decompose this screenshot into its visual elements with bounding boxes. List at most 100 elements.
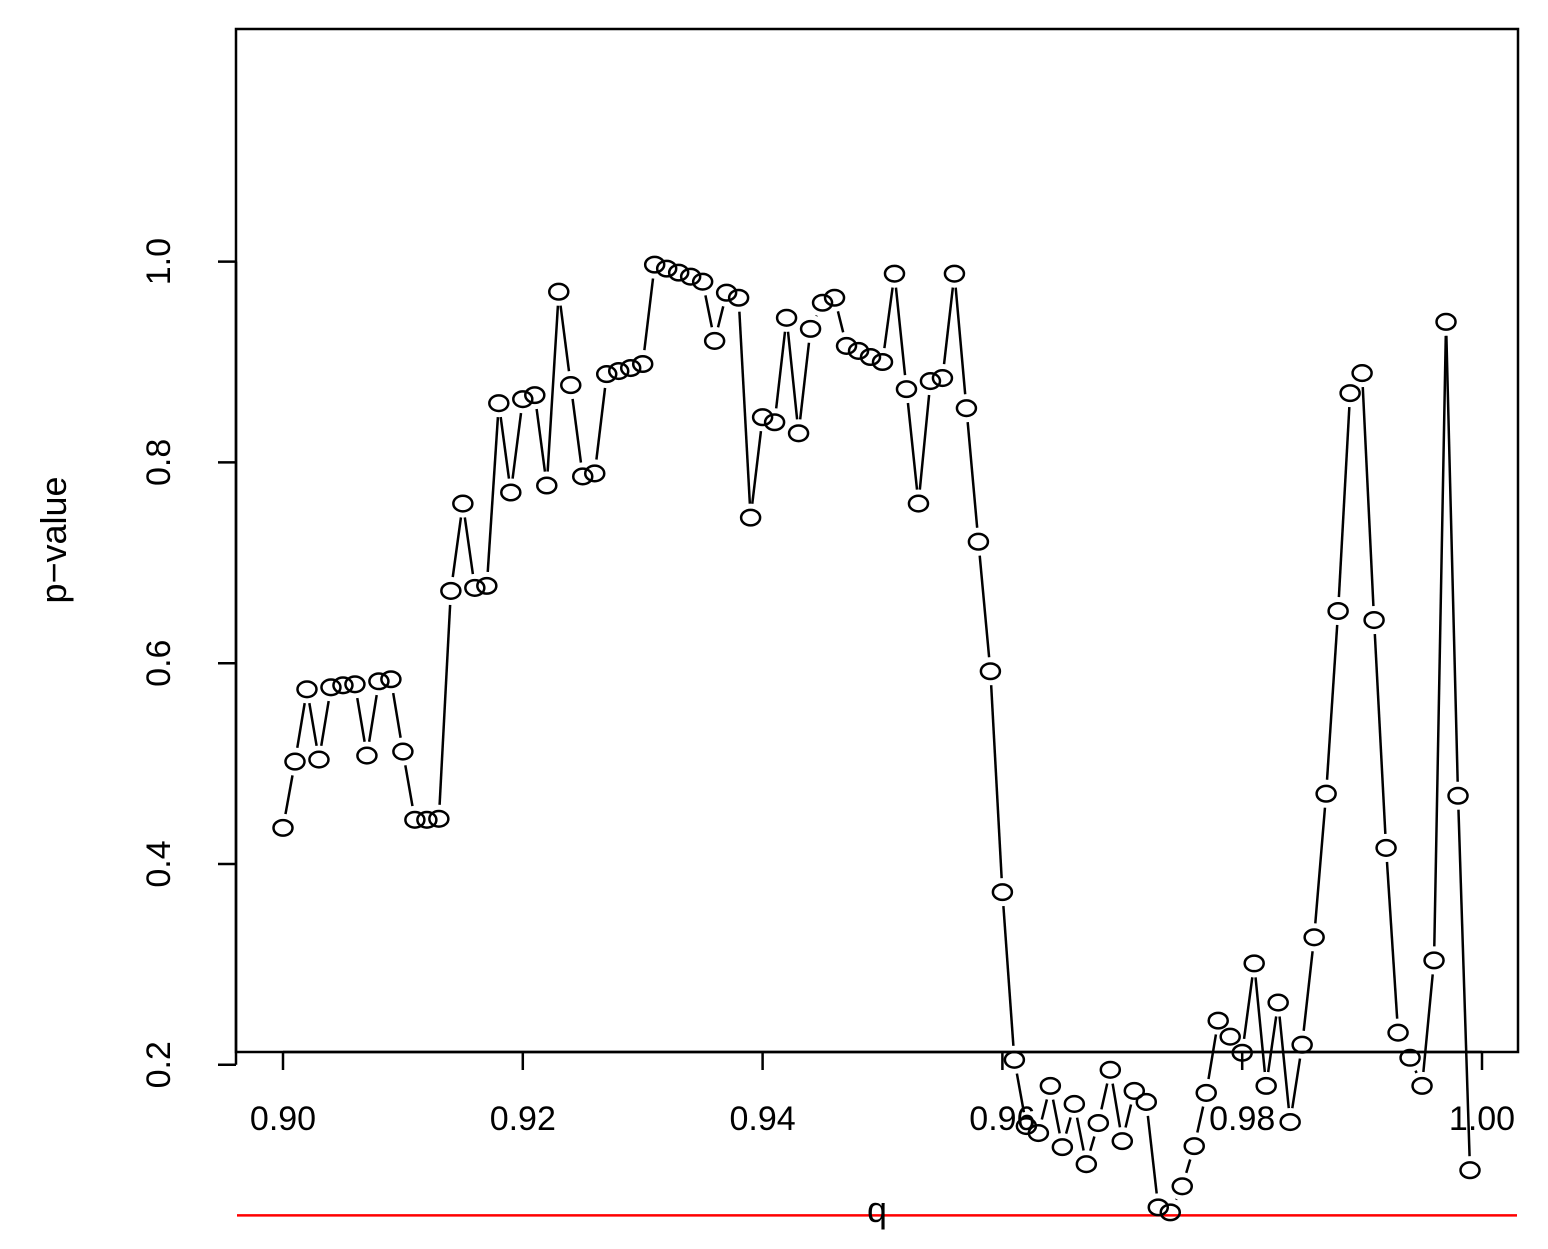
- series-line-segment: [451, 517, 463, 578]
- data-point: [1123, 1081, 1146, 1100]
- data-point: [775, 308, 798, 327]
- data-point: [991, 883, 1014, 902]
- series-line-segment: [716, 306, 725, 328]
- data-point: [631, 354, 654, 374]
- data-point: [691, 272, 714, 291]
- plot-frame: [234, 27, 1520, 1054]
- data-point: [1351, 364, 1373, 383]
- data-point: [715, 283, 738, 302]
- data-point: [619, 358, 642, 378]
- series-line-segment: [966, 422, 979, 528]
- data-point: [440, 581, 462, 600]
- data-point: [703, 331, 726, 350]
- data-point: [955, 399, 978, 418]
- data-point: [1459, 1161, 1481, 1180]
- data-point: [1423, 951, 1445, 970]
- series-line-segment: [296, 702, 306, 748]
- data-point: [679, 267, 702, 286]
- data-point: [320, 678, 342, 697]
- y-tick-label: 1.0: [140, 238, 178, 285]
- series-line-segment: [989, 685, 1003, 879]
- data-point: [1003, 1050, 1026, 1069]
- series-line-segments: [284, 278, 1471, 1201]
- data-point: [536, 476, 558, 495]
- data-point: [931, 369, 954, 388]
- data-point: [1075, 1155, 1098, 1174]
- series-line-segment: [1278, 1016, 1291, 1109]
- series-line-segment: [751, 430, 763, 504]
- series-line-segment: [978, 555, 991, 658]
- data-point: [1327, 601, 1349, 621]
- series-line-segment: [1302, 951, 1314, 1031]
- data-point: [560, 376, 582, 395]
- series-line-segment: [836, 311, 845, 333]
- data-point: [500, 483, 522, 502]
- data-point: [524, 386, 546, 405]
- x-tick-label: 1.00: [1449, 1100, 1515, 1138]
- data-point: [967, 532, 990, 551]
- series-line-segment: [1314, 807, 1327, 924]
- data-point: [1315, 784, 1337, 803]
- data-point: [727, 288, 750, 307]
- data-point: [332, 676, 354, 695]
- series-line-segment: [559, 305, 571, 372]
- data-point: [739, 508, 762, 527]
- data-point: [452, 494, 474, 513]
- data-point: [572, 467, 594, 486]
- data-point: [1447, 786, 1469, 805]
- series-line-segment: [546, 305, 560, 472]
- data-point: [344, 675, 366, 694]
- data-point: [871, 352, 894, 372]
- series-line-segment: [463, 517, 475, 575]
- data-point: [1207, 1011, 1229, 1030]
- data-point: [787, 424, 810, 443]
- series-line-segment: [1040, 1099, 1049, 1120]
- series-line-segment: [942, 287, 955, 365]
- data-point: [548, 282, 570, 301]
- series-line-segment: [1089, 1136, 1096, 1152]
- series-line-segment: [1015, 1073, 1026, 1113]
- data-point: [1087, 1113, 1110, 1133]
- series-line-segment: [704, 295, 714, 328]
- data-point: [667, 263, 690, 282]
- series-line-segment: [595, 387, 607, 460]
- series-line-segment: [356, 697, 366, 742]
- data-point: [763, 413, 786, 432]
- series-line-segment: [894, 287, 907, 376]
- data-point: [464, 578, 486, 597]
- data-point: [1099, 1060, 1122, 1079]
- series-line-segment: [883, 287, 894, 349]
- data-point: [380, 670, 402, 689]
- series-line-segment: [1373, 633, 1387, 835]
- series-line-segment: [774, 331, 787, 409]
- data-point: [643, 255, 666, 274]
- series-line-segment: [798, 342, 811, 420]
- data-point: [607, 361, 630, 381]
- x-tick-label: 0.92: [490, 1100, 556, 1138]
- data-point: [1171, 1177, 1193, 1196]
- x-tick-label: 0.98: [1209, 1100, 1275, 1138]
- series-line-segment: [954, 287, 967, 395]
- data-point: [308, 750, 330, 769]
- series-line-segment: [1422, 974, 1434, 1073]
- y-tick-label: 0.4: [140, 840, 178, 887]
- series-line-segment: [1254, 977, 1267, 1073]
- series-line-segment: [391, 692, 402, 738]
- data-point: [488, 394, 510, 413]
- data-point: [1339, 384, 1361, 403]
- series-line-segment: [1207, 1034, 1218, 1080]
- series-line-segment: [1445, 335, 1459, 782]
- data-point: [1303, 928, 1325, 947]
- data-point: [859, 347, 882, 367]
- data-point: [883, 264, 906, 283]
- x-tick-label: 0.96: [969, 1100, 1035, 1138]
- data-point: [1183, 1137, 1205, 1156]
- data-point: [655, 259, 678, 278]
- data-point: [1219, 1027, 1241, 1046]
- data-point: [1111, 1132, 1134, 1151]
- y-tick-label: 0.6: [140, 640, 178, 687]
- series-line-segment: [1291, 1058, 1302, 1109]
- data-point: [1255, 1076, 1277, 1095]
- series-line-segment: [1433, 335, 1448, 947]
- data-point: [595, 365, 618, 384]
